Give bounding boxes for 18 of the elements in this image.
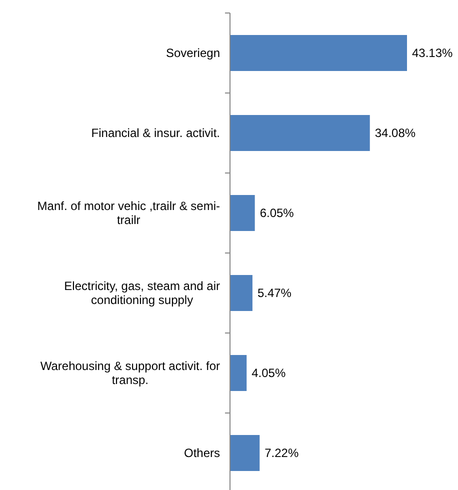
bar [230, 115, 370, 151]
data-label: 7.22% [264, 446, 299, 460]
data-label: 34.08% [374, 126, 416, 140]
y-tick-label: Electricity, gas, steam and air conditioning supply [64, 279, 220, 307]
bar [230, 35, 407, 71]
bar [230, 435, 260, 471]
data-label: 43.13% [412, 46, 454, 60]
y-tick-label: Financial & insur. activit. [91, 126, 220, 140]
y-tick-label: Soveriegn [166, 46, 220, 60]
y-tick-label: Warehousing & support activit. for transp. [40, 359, 220, 387]
y-tick-label: Manf. of motor vehic ,trailr & semi-trailr [37, 199, 220, 227]
data-label: 4.05% [252, 366, 286, 380]
bar [230, 195, 255, 231]
data-label: 6.05% [260, 206, 294, 220]
bar [230, 355, 247, 391]
data-label: 5.47% [257, 286, 292, 300]
y-tick-label: Others [184, 446, 220, 460]
bar [230, 275, 252, 311]
